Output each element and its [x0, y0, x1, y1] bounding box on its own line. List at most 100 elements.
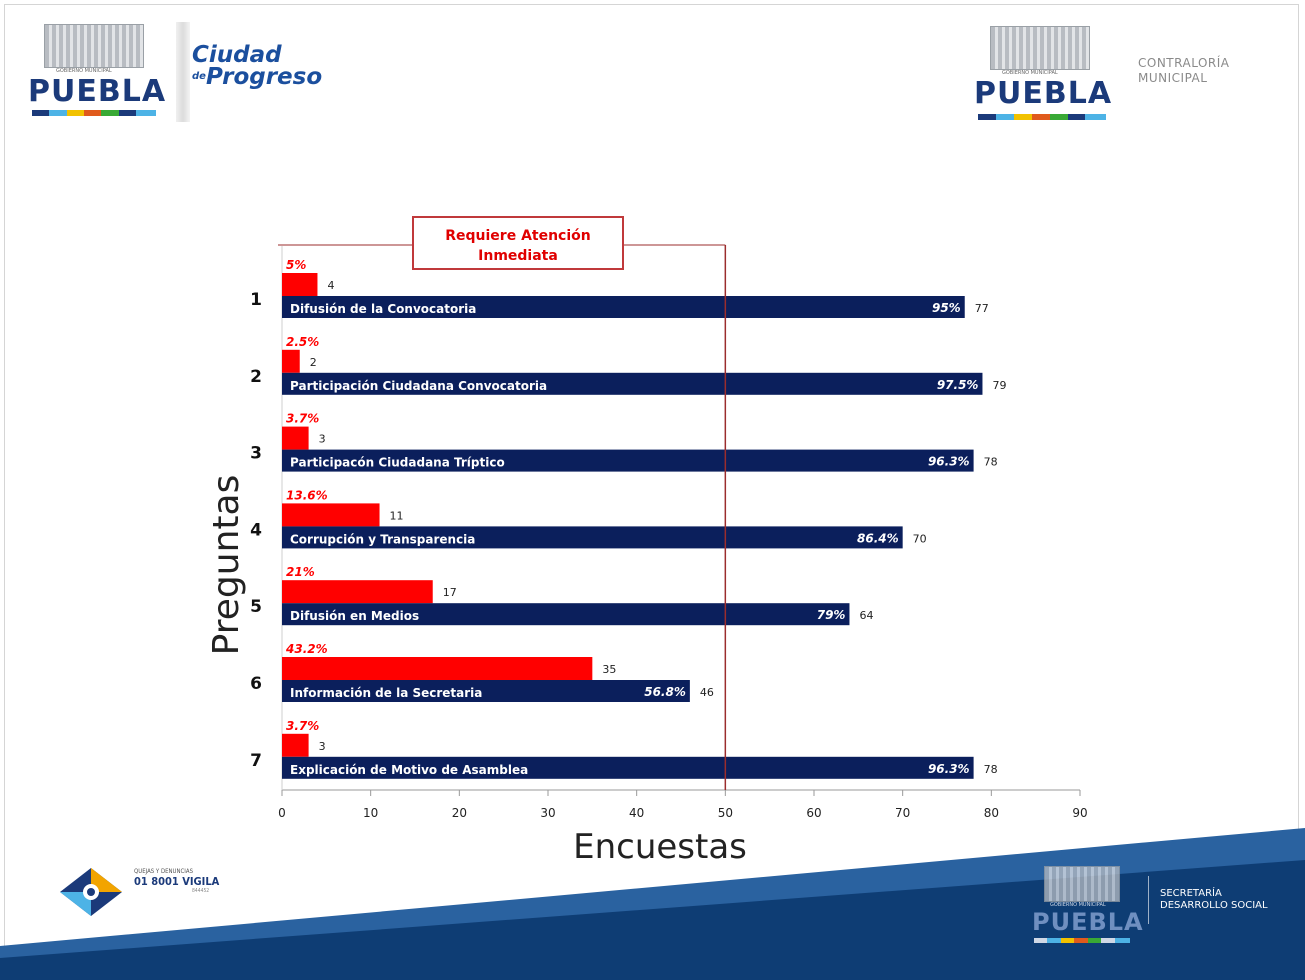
- red-bar: [282, 349, 300, 373]
- slogan-progreso: Progreso: [205, 64, 323, 90]
- slogan: Ciudad deProgreso: [192, 42, 323, 90]
- color-stripe: [1034, 938, 1130, 943]
- category-number: 3: [250, 444, 262, 464]
- city-hall-icon: [990, 26, 1090, 70]
- puebla-logo-footer: GOBIERNO MUNICIPAL PUEBLA: [1028, 864, 1143, 950]
- x-tick-label: 90: [1072, 806, 1087, 820]
- hotline-sub: 844452: [192, 888, 210, 894]
- secretaria-line2: DESARROLLO SOCIAL: [1160, 900, 1268, 911]
- category-label: Difusión en Medios: [290, 609, 419, 623]
- divider-shadow: [176, 22, 190, 122]
- navy-percent-label: 95%: [932, 301, 961, 315]
- red-value-label: 4: [327, 279, 334, 292]
- navy-bar: [282, 449, 974, 472]
- red-percent-label: 5%: [286, 258, 306, 272]
- annotation-line2: Inmediata: [478, 248, 558, 264]
- navy-value-label: 77: [975, 302, 989, 315]
- red-percent-label: 3.7%: [286, 412, 319, 426]
- red-bar: [282, 503, 380, 527]
- category-label: Participación Ciudadana Convocatoria: [290, 379, 547, 393]
- slogan-de: de: [192, 71, 206, 82]
- x-tick-label: 0: [278, 806, 286, 820]
- city-hall-icon: [44, 24, 144, 68]
- contraloria-line2: MUNICIPAL: [1138, 71, 1208, 85]
- red-percent-label: 13.6%: [286, 488, 328, 502]
- hotline-title: QUEJAS Y DENUNCIAS: [134, 868, 194, 875]
- x-tick-label: 10: [363, 806, 378, 820]
- red-bar: [282, 273, 318, 296]
- category-label: Difusión de la Convocatoria: [290, 302, 476, 316]
- contraloria-line1: CONTRALORÍA: [1138, 56, 1230, 70]
- category-number: 6: [250, 674, 262, 694]
- color-stripe: [978, 114, 1106, 120]
- footer-divider: [1148, 876, 1149, 924]
- vigila-icon: [60, 868, 122, 916]
- navy-value-label: 78: [984, 763, 998, 776]
- category-number: 5: [250, 597, 262, 617]
- x-axis-title: Encuestas: [573, 827, 747, 867]
- x-tick-label: 30: [540, 806, 555, 820]
- puebla-wordmark: PUEBLA: [1032, 908, 1144, 936]
- x-tick-label: 20: [452, 806, 467, 820]
- red-value-label: 17: [443, 586, 457, 599]
- navy-percent-label: 96.3%: [928, 762, 970, 776]
- color-stripe: [32, 110, 156, 116]
- navy-value-label: 79: [992, 379, 1006, 392]
- category-number: 4: [250, 520, 262, 540]
- red-bar: [282, 657, 593, 680]
- navy-percent-label: 97.5%: [937, 378, 979, 392]
- gobierno-municipal-label: GOBIERNO MUNICIPAL: [1002, 70, 1058, 76]
- navy-bar: [282, 603, 850, 626]
- navy-value-label: 46: [700, 686, 714, 699]
- navy-bar: [282, 526, 903, 549]
- hotline-number: 01 8001 VIGILA: [134, 875, 220, 888]
- navy-bar: [282, 680, 690, 702]
- navy-percent-label: 96.3%: [928, 455, 970, 469]
- navy-bar: [282, 756, 974, 779]
- category-number: 7: [250, 751, 262, 771]
- red-value-label: 3: [319, 740, 326, 753]
- gobierno-municipal-label: GOBIERNO MUNICIPAL: [56, 68, 112, 74]
- red-bar: [282, 733, 309, 757]
- x-tick-label: 40: [629, 806, 644, 820]
- puebla-wordmark: PUEBLA: [28, 74, 167, 109]
- x-tick-label: 50: [718, 806, 733, 820]
- category-label: Corrupción y Transparencia: [290, 532, 475, 546]
- category-label: Explicación de Motivo de Asamblea: [290, 763, 528, 777]
- category-number: 1: [250, 290, 262, 310]
- slogan-line2: deProgreso: [192, 64, 323, 90]
- red-bar: [282, 580, 433, 604]
- red-percent-label: 3.7%: [286, 719, 319, 733]
- footer-band: [0, 860, 1305, 980]
- navy-percent-label: 79%: [817, 608, 846, 622]
- navy-percent-label: 86.4%: [857, 531, 899, 545]
- category-number: 2: [250, 367, 262, 387]
- slogan-line1: Ciudad: [192, 42, 282, 68]
- red-percent-label: 21%: [286, 565, 315, 579]
- navy-value-label: 64: [859, 609, 873, 622]
- puebla-logo-right: GOBIERNO MUNICIPAL PUEBLA: [968, 20, 1118, 124]
- contraloria-label: CONTRALORÍA MUNICIPAL: [1138, 56, 1229, 86]
- red-percent-label: 2.5%: [286, 335, 319, 349]
- category-label: Información de la Secretaria: [290, 686, 482, 700]
- gobierno-municipal-label: GOBIERNO MUNICIPAL: [1050, 902, 1106, 908]
- red-percent-label: 43.2%: [285, 642, 328, 656]
- red-value-label: 2: [310, 356, 317, 369]
- red-value-label: 3: [319, 433, 326, 446]
- hotline: QUEJAS Y DENUNCIAS 01 8001 VIGILA 844452: [134, 868, 219, 894]
- red-bar: [282, 426, 309, 450]
- navy-value-label: 78: [984, 456, 998, 469]
- red-value-label: 11: [390, 509, 404, 522]
- x-tick-label: 60: [806, 806, 821, 820]
- y-axis-title: Preguntas: [206, 475, 247, 656]
- puebla-logo-left: GOBIERNO MUNICIPAL PUEBLA: [26, 20, 166, 120]
- x-tick-label: 70: [895, 806, 910, 820]
- category-label: Participacón Ciudadana Tríptico: [290, 456, 505, 470]
- secretaria-line1: SECRETARÍA: [1160, 888, 1222, 899]
- annotation-line1: Requiere Atención: [445, 228, 591, 244]
- navy-bar: [282, 372, 983, 395]
- annotation-box: [412, 216, 624, 270]
- navy-percent-label: 56.8%: [644, 685, 686, 699]
- navy-bar: [282, 296, 965, 318]
